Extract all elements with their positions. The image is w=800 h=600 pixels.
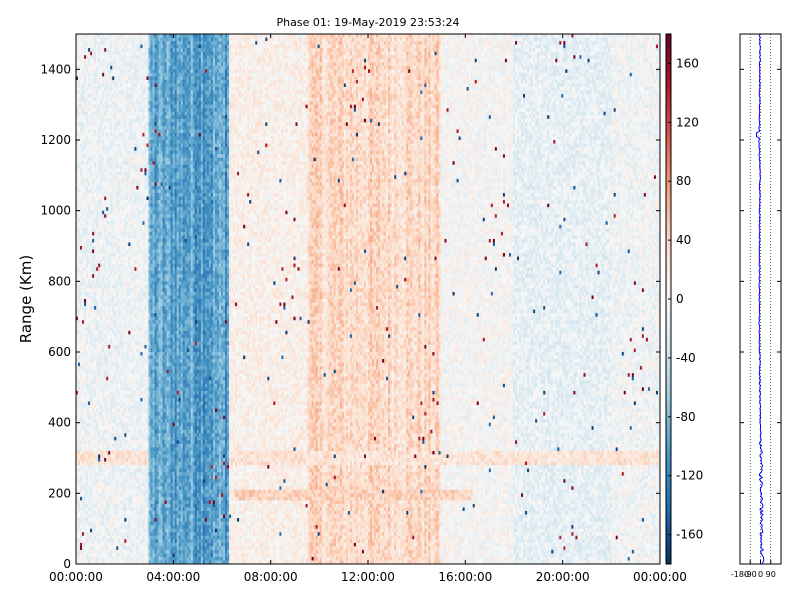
- chart-title: Phase 01: 19-May-2019 23:53:24: [277, 16, 460, 29]
- heatmap: [76, 34, 660, 564]
